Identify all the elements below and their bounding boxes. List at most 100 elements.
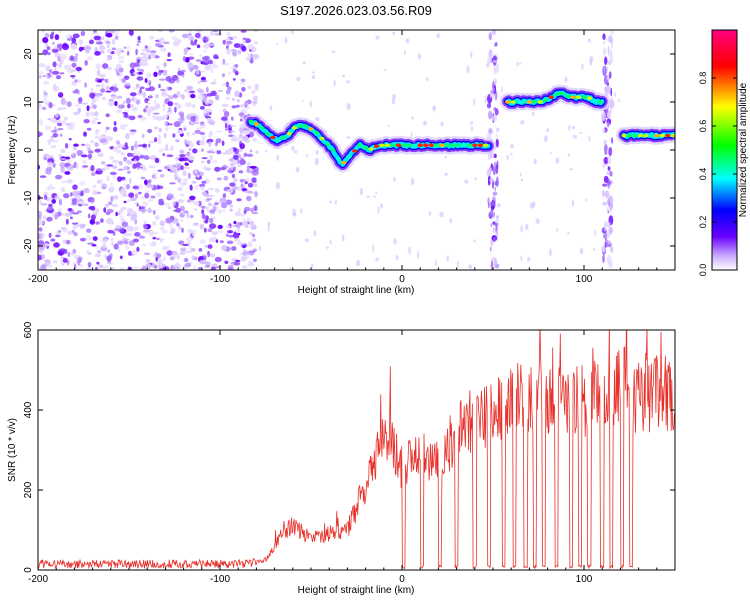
noise-blob	[141, 133, 145, 139]
noise-blob	[88, 150, 94, 154]
faint-blob	[342, 234, 345, 242]
noise-blob	[71, 81, 75, 85]
noise-blob	[43, 157, 47, 161]
noise-blob	[101, 183, 109, 187]
noise-strip-blob	[490, 223, 493, 228]
noise-blob	[249, 232, 253, 235]
noise-blob	[217, 224, 223, 230]
noise-blob	[212, 159, 218, 164]
faint-blob	[520, 178, 523, 182]
noise-blob	[112, 174, 116, 179]
noise-blob	[158, 127, 162, 133]
noise-strip-blob	[490, 205, 495, 211]
noise-blob	[230, 166, 234, 171]
noise-blob	[172, 93, 179, 99]
noise-blob	[230, 49, 235, 52]
tone-core	[510, 100, 516, 104]
tone-core	[248, 119, 254, 123]
noise-blob	[50, 117, 57, 123]
noise-blob	[142, 147, 149, 150]
faint-blob	[302, 99, 304, 103]
noise-blob	[107, 229, 115, 234]
noise-blob	[241, 188, 248, 191]
noise-blob	[105, 126, 110, 130]
noise-blob	[96, 69, 101, 76]
noise-blob	[189, 195, 196, 201]
noise-blob	[182, 170, 187, 177]
noise-blob	[39, 119, 44, 126]
noise-strip-blob	[604, 66, 607, 75]
faint-blob	[470, 51, 473, 59]
noise-blob	[237, 99, 240, 103]
noise-blob	[71, 62, 77, 68]
noise-blob	[140, 166, 147, 171]
noise-blob	[181, 178, 189, 182]
noise-blob	[239, 118, 243, 122]
noise-blob	[67, 67, 74, 74]
noise-blob	[77, 107, 82, 113]
noise-strip-blob	[606, 206, 609, 211]
noise-blob	[204, 265, 211, 268]
noise-blob	[60, 148, 66, 153]
noise-blob	[107, 100, 115, 107]
noise-blob	[163, 41, 170, 44]
noise-blob	[77, 89, 80, 95]
noise-blob	[216, 177, 222, 181]
noise-blob	[184, 163, 190, 166]
noise-blob	[148, 140, 155, 144]
noise-blob	[75, 163, 79, 170]
faint-blob	[535, 218, 540, 224]
noise-blob	[180, 219, 184, 222]
noise-blob	[120, 207, 127, 211]
noise-blob	[89, 219, 96, 225]
colorbar-gradient	[711, 29, 738, 271]
noise-blob	[46, 196, 53, 202]
noise-blob	[124, 112, 128, 118]
noise-blob	[53, 140, 60, 143]
noise-blob	[72, 33, 80, 39]
noise-blob	[38, 219, 45, 226]
noise-strip-blob	[488, 127, 493, 135]
noise-blob	[62, 119, 66, 125]
tone-core	[592, 99, 598, 103]
noise-blob	[137, 40, 142, 43]
faint-blob	[520, 225, 523, 233]
noise-blob	[149, 95, 153, 98]
noise-blob	[201, 157, 208, 160]
tone-core	[648, 133, 654, 138]
noise-blob	[239, 143, 245, 150]
noise-blob	[226, 49, 231, 55]
noise-blob	[92, 184, 97, 189]
tone-core	[286, 131, 292, 136]
tone-core	[466, 143, 472, 147]
noise-blob	[224, 260, 229, 264]
noise-blob	[237, 50, 242, 55]
noise-blob	[134, 219, 138, 225]
noise-blob	[228, 158, 235, 162]
faint-blob	[329, 239, 332, 245]
noise-blob	[77, 200, 85, 205]
noise-blob	[96, 129, 100, 133]
noise-blob	[179, 120, 184, 124]
noise-blob	[153, 99, 157, 104]
noise-blob	[168, 30, 175, 33]
faint-blob	[313, 230, 317, 237]
tone-core	[434, 143, 440, 147]
colorbar-tick-label: 0.4	[698, 168, 708, 181]
x-tick-label: 100	[576, 574, 593, 585]
noise-blob	[226, 40, 233, 45]
faint-blob	[609, 104, 614, 109]
noise-blob	[233, 220, 237, 225]
noise-blob	[253, 98, 258, 105]
noise-blob	[167, 206, 172, 210]
tone-core	[537, 100, 543, 104]
faint-blob	[433, 104, 435, 113]
noise-blob	[104, 203, 109, 208]
noise-blob	[116, 72, 120, 76]
noise-blob	[38, 103, 42, 108]
noise-blob	[145, 258, 151, 264]
noise-blob	[85, 112, 90, 117]
noise-blob	[201, 254, 209, 257]
noise-blob	[176, 223, 180, 227]
snr-axes: -200 -100 0 100 0 200 400 600	[23, 321, 676, 585]
